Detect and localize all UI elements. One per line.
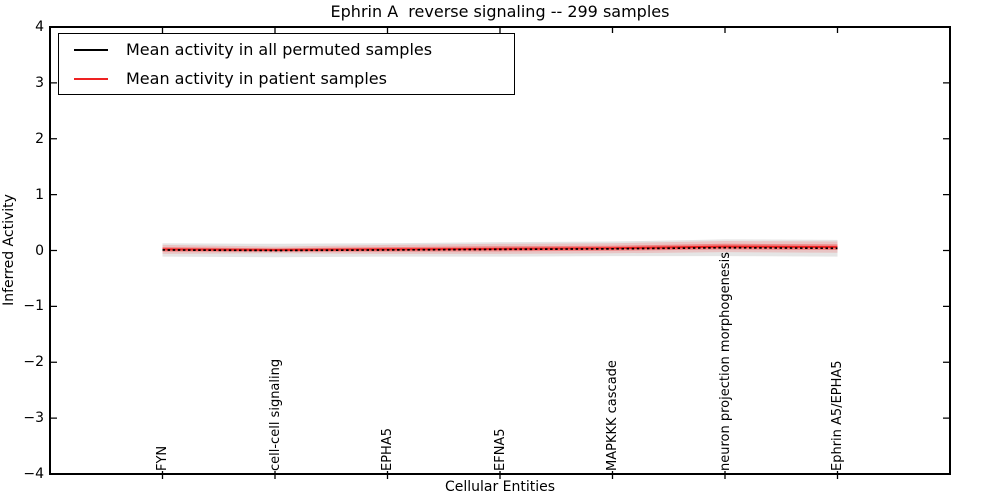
legend-item-patient: Mean activity in patient samples xyxy=(59,64,514,93)
permuted-mean-line xyxy=(162,246,838,252)
x-tick-label: cell-cell signaling xyxy=(267,358,283,471)
legend-line-permuted-icon xyxy=(74,48,108,51)
x-tick-label: MAPKKK cascade xyxy=(605,360,620,471)
x-tick-label: neuron projection morphogenesis xyxy=(717,252,733,471)
y-tick-label: 0 xyxy=(35,242,44,259)
y-tick-label: 4 xyxy=(35,19,44,35)
legend-label-patient: Mean activity in patient samples xyxy=(126,69,387,88)
legend-line-patient-icon xyxy=(74,77,108,80)
x-tick-label: EFNA5 xyxy=(492,428,508,471)
x-tick-label: EPHA5 xyxy=(380,428,395,471)
x-tick-label: Ephrin A5/EPHA5 xyxy=(830,360,845,471)
chart-canvas xyxy=(49,26,951,479)
y-tick-label: 2 xyxy=(35,130,44,147)
legend-label-permuted: Mean activity in all permuted samples xyxy=(126,40,433,59)
y-tick-label: 3 xyxy=(35,74,44,91)
x-axis-label: Cellular Entities xyxy=(444,479,556,495)
x-tick-label: FYN xyxy=(155,445,170,471)
y-tick-label: −4 xyxy=(23,466,44,482)
legend-item-permuted: Mean activity in all permuted samples xyxy=(59,35,514,64)
plot-area: FYN cell-cell signaling EPHA5 EFNA5 MAPKKK c… xyxy=(49,26,951,479)
legend: Mean activity in all permuted samples Me… xyxy=(58,33,515,95)
y-tick-label: −3 xyxy=(23,410,44,427)
y-tick-label: 1 xyxy=(35,186,44,203)
y-tick-label: −2 xyxy=(23,354,44,371)
chart-title: Ephrin A reverse signaling -- 299 sample… xyxy=(330,2,670,21)
y-tick-label: −1 xyxy=(23,298,44,315)
axis-frame xyxy=(49,26,951,475)
